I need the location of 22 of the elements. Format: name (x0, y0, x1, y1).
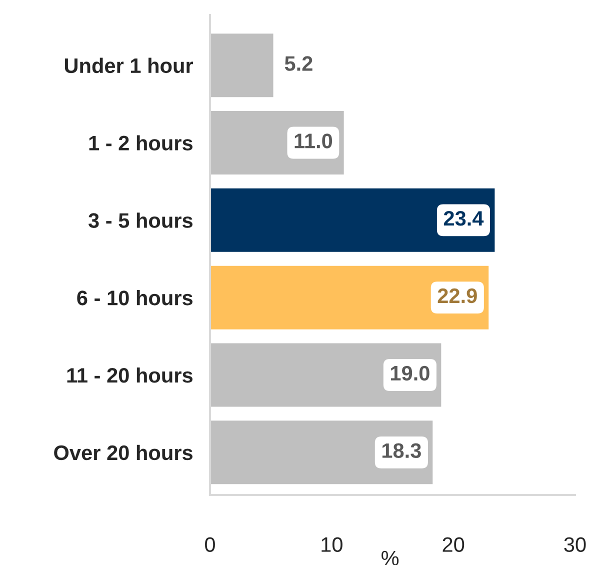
x-tick-label: 30 (564, 537, 586, 552)
data-label: 19.0 (390, 366, 430, 381)
bar (210, 420, 433, 484)
bar (210, 34, 274, 98)
x-tick-label: 10 (322, 537, 342, 552)
data-label: 23.4 (444, 211, 484, 226)
y-tick-label: 6 - 10 hours (77, 290, 192, 306)
bar (210, 266, 489, 330)
x-axis-title: % (382, 550, 399, 565)
y-tick-label: Over 20 hours (54, 444, 192, 460)
x-tick-label: 0 (205, 537, 215, 552)
bar (210, 343, 442, 407)
y-tick-label: Under 1 hour (64, 58, 194, 74)
y-tick-label: 3 - 5 hours (88, 212, 192, 228)
y-tick-label: 11 - 20 hours (67, 367, 192, 383)
data-label: 5.2 (284, 56, 312, 71)
data-label: 11.0 (294, 134, 332, 148)
bar (210, 188, 495, 252)
data-label: 18.3 (382, 443, 421, 458)
y-tick-label: 1 - 2 hours (89, 135, 192, 150)
x-tick-label: 20 (442, 537, 464, 552)
data-label: 22.9 (438, 288, 477, 304)
